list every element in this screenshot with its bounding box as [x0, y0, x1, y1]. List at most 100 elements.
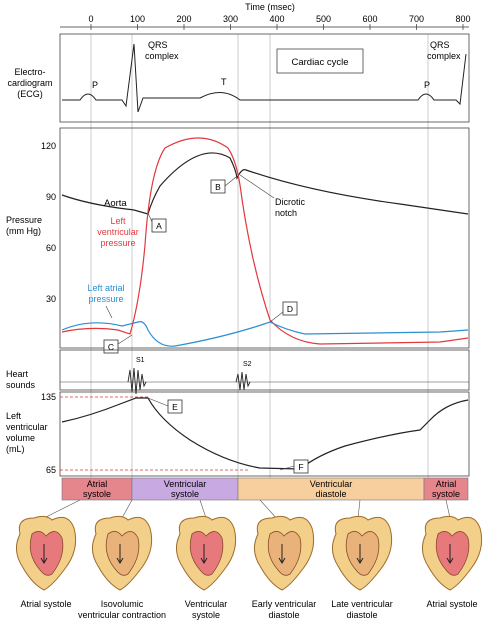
phase-0-line2: systole [83, 489, 111, 499]
heart-2-caption-line2: systole [192, 610, 220, 620]
marker-a-label: A [156, 221, 162, 231]
pressure-panel [59, 127, 470, 349]
marker-d-label: D [287, 304, 293, 314]
lv-volume-curve [61, 397, 469, 470]
qrs-label-line2: complex [145, 51, 179, 61]
lv-label-line1: Left [110, 216, 126, 226]
heart-1-caption-line2: ventricular contraction [78, 610, 166, 620]
ecg-label-line3: (ECG) [17, 89, 43, 99]
aorta-pressure-curve [61, 152, 469, 215]
pressure-axis: 120 90 60 30 [41, 141, 56, 304]
pressure-tick-30: 30 [46, 294, 56, 304]
heart-1-caption-line1: Isovolumic [101, 599, 144, 609]
heart-illustration [332, 515, 393, 591]
cardiac-cycle-box [276, 48, 364, 74]
volume-label-line2: ventricular [6, 422, 48, 432]
phase-1-line1: Ventricular [164, 479, 207, 489]
volume-label-line4: (mL) [6, 444, 25, 454]
volume-panel [59, 391, 470, 477]
heart-0-caption-line1: Atrial systole [20, 599, 71, 609]
s2-sound-burst [235, 371, 251, 391]
marker-f-label: F [298, 462, 303, 472]
heart-illustration [254, 515, 315, 591]
time-tick-label: 200 [176, 14, 191, 24]
heart-sounds-label-line2: sounds [6, 380, 36, 390]
blood-flow-arrow [116, 544, 124, 564]
pressure-tick-90: 90 [46, 192, 56, 202]
heart-chambers [105, 531, 140, 576]
time-tick-label: 500 [316, 14, 331, 24]
marker-e-label: E [172, 402, 178, 412]
marker-f: F [279, 459, 309, 474]
heart-chambers [435, 531, 470, 576]
ecg-p-wave-label: P [92, 80, 98, 90]
phase-0-line1: Atrial [87, 479, 108, 489]
heart-captions: Atrial systole Isovolumic ventricular co… [20, 599, 477, 620]
ecg-trace [62, 43, 467, 113]
heart-4-caption-line1: Late ventricular [331, 599, 393, 609]
lv-label-line2: ventricular [97, 227, 139, 237]
lv-label-line3: pressure [100, 238, 135, 248]
phase-bar: Atrial systole Ventricular systole Ventr… [61, 477, 469, 501]
blood-flow-arrow [40, 544, 48, 564]
phase-2-line1: Ventricular [310, 479, 353, 489]
vertical-gridlines [90, 34, 429, 478]
pressure-label-line2: (mm Hg) [6, 226, 41, 236]
marker-b-label: B [215, 182, 221, 192]
blood-flow-arrow [356, 544, 364, 564]
heart-illustrations [16, 515, 483, 591]
heart-chambers [345, 531, 380, 576]
heart-chambers [267, 531, 302, 576]
heart-illustration [176, 515, 237, 591]
s1-sound-burst [127, 367, 147, 395]
time-tick-label: 0 [88, 14, 93, 24]
pressure-tick-120: 120 [41, 141, 56, 151]
s1-label: S1 [136, 357, 145, 364]
ecg-t-wave-label: T [221, 77, 227, 87]
phase-1-line2: systole [171, 489, 199, 499]
marker-d: D [269, 301, 298, 323]
la-label-line1: Left atrial [87, 283, 124, 293]
heart-sounds-panel [59, 349, 470, 391]
blood-flow-arrow [446, 544, 454, 564]
marker-a: A [147, 212, 167, 233]
heart-illustration [422, 515, 483, 591]
time-tick-label: 800 [455, 14, 470, 24]
s2-label: S2 [243, 361, 252, 368]
ecg-label-line1: Electro- [14, 67, 45, 77]
dicrotic-pointer [239, 174, 275, 199]
blood-flow-arrow [278, 544, 286, 564]
ecg-panel [59, 33, 470, 123]
heart-3-caption-line2: diastole [268, 610, 299, 620]
ecg-label-line2: cardiogram [7, 78, 52, 88]
lv-pressure-curve [61, 137, 469, 345]
heart-5-caption-line1: Atrial systole [426, 599, 477, 609]
qrs2-label-line1: QRS [430, 40, 450, 50]
marker-c-label: C [108, 342, 114, 352]
la-label-pointer [105, 305, 113, 319]
heart-illustration [16, 515, 77, 591]
time-tick-label: 700 [409, 14, 424, 24]
heart-pointer-lines [39, 499, 451, 521]
la-pressure-curve [61, 321, 469, 347]
la-label-line2: pressure [88, 294, 123, 304]
phase-3-line1: Atrial [436, 479, 457, 489]
marker-b: B [210, 176, 237, 194]
dicrotic-label-line2: notch [275, 208, 297, 218]
heart-sounds-label-line1: Heart [6, 369, 29, 379]
time-axis-title: Time (msec) [245, 2, 295, 12]
heart-3-caption-line1: Early ventricular [252, 599, 317, 609]
heart-2-caption-line1: Ventricular [185, 599, 228, 609]
volume-tick-135: 135 [41, 392, 56, 402]
volume-tick-65: 65 [46, 465, 56, 475]
time-axis-ticks: 0 100 200 300 400 500 600 700 800 [60, 14, 471, 30]
dicrotic-label-line1: Dicrotic [275, 197, 306, 207]
time-tick-label: 300 [223, 14, 238, 24]
heart-illustration [92, 515, 153, 591]
volume-label-line3: volume [6, 433, 35, 443]
qrs2-label-line2: complex [427, 51, 461, 61]
ecg-p-wave-2-label: P [424, 80, 430, 90]
phase-3-line2: systole [432, 489, 460, 499]
time-tick-label: 400 [269, 14, 284, 24]
